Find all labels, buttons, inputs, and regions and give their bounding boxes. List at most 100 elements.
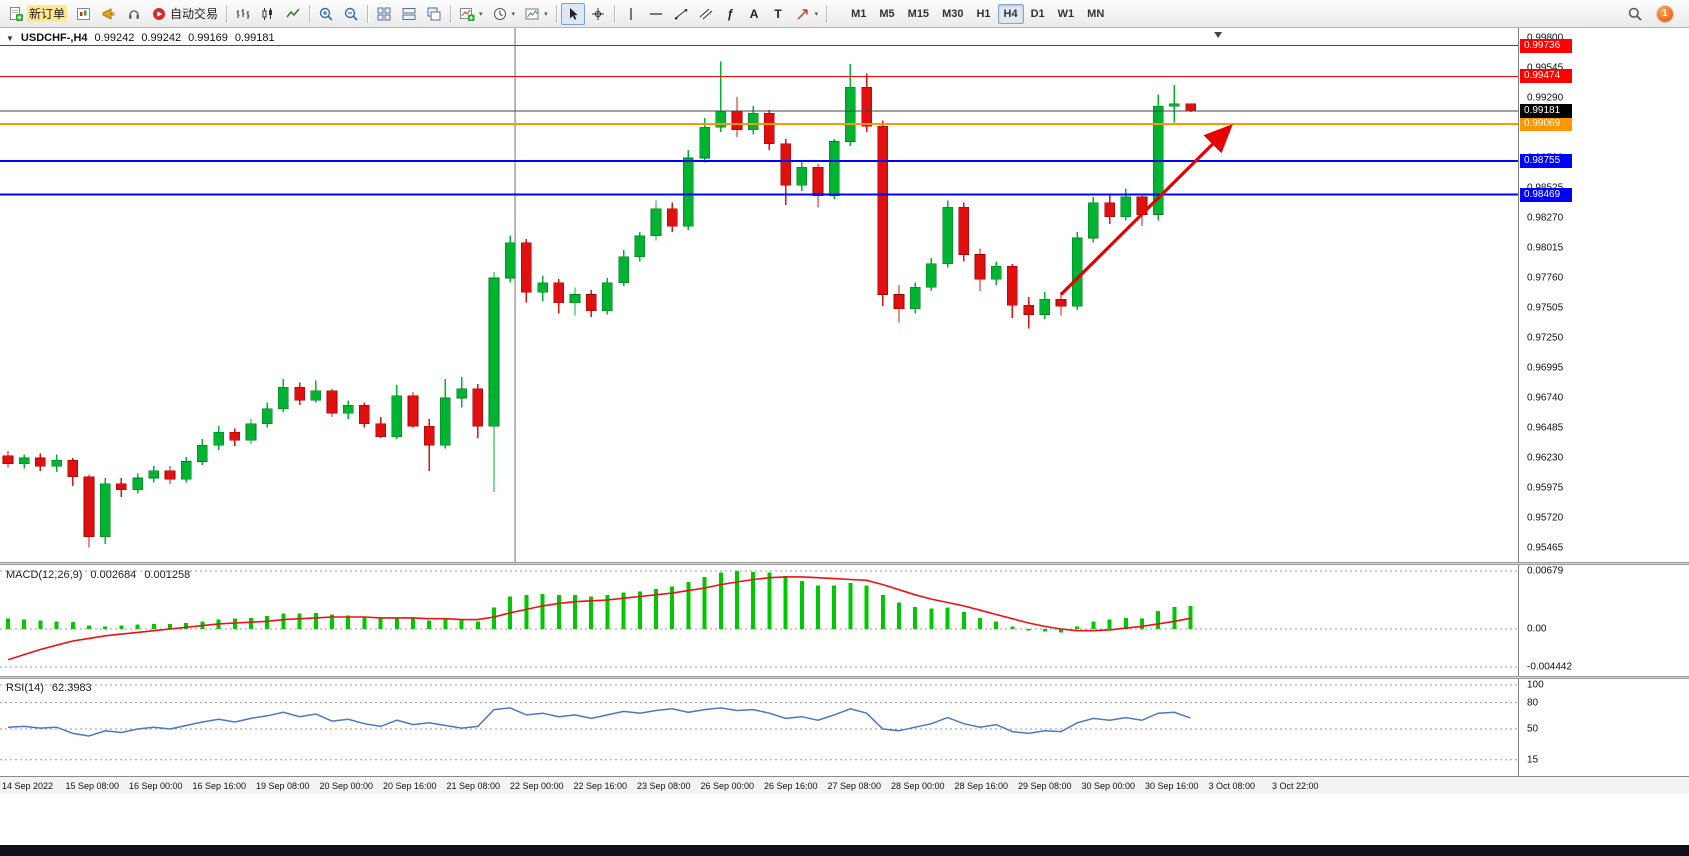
rsi-value: 62.3983	[51, 682, 92, 694]
horizontal-line-icon	[649, 12, 662, 15]
macd-axis-label: -0.004442	[1527, 661, 1573, 673]
cursor-tool-button[interactable]	[560, 2, 585, 25]
cascade-windows-button[interactable]	[422, 3, 446, 25]
panel-splitter[interactable]	[0, 676, 1689, 679]
zoom-out-button[interactable]	[339, 3, 363, 25]
time-axis-label: 27 Sep 08:00	[827, 781, 882, 791]
new-order-button[interactable]: 新订单	[4, 3, 71, 25]
symbol-period-label: USDCHF-,H4	[20, 32, 88, 44]
trend-arrow-object[interactable]	[1059, 124, 1233, 296]
horizontal-line-tool-button[interactable]	[644, 3, 668, 25]
periods-button[interactable]: ▾	[488, 3, 520, 25]
tile-windows-button[interactable]	[372, 3, 396, 25]
price-axis-label: 0.99545	[1527, 62, 1564, 74]
price-level-badge: 0.99736	[1520, 38, 1572, 53]
dropdown-caret-icon: ▾	[511, 10, 516, 18]
rsi-axis-label: 50	[1527, 723, 1539, 735]
macd-main-value: 0.002684	[90, 569, 137, 581]
alerts-button[interactable]	[97, 3, 121, 25]
clock-icon	[493, 7, 506, 20]
chart-window: ▼ USDCHF-,H4 0.99242 0.99242 0.99169 0.9…	[0, 28, 1689, 794]
vertical-line-tool-button[interactable]	[619, 3, 643, 25]
fibonacci-tool-button[interactable]: ƒ	[719, 3, 742, 25]
toolbar-separator	[309, 4, 311, 23]
timeframe-m30[interactable]: M30	[936, 4, 969, 24]
shapes-tool-button[interactable]: ▾	[791, 3, 823, 25]
text-tool-button[interactable]: A	[743, 3, 766, 25]
time-axis-label: 20 Sep 00:00	[319, 781, 374, 791]
line-chart-mode-button[interactable]	[281, 3, 305, 25]
ohlc-close: 0.99181	[234, 32, 275, 44]
timeframe-w1[interactable]: W1	[1052, 4, 1081, 24]
dropdown-caret-icon: ▾	[544, 10, 548, 18]
timeframe-m1[interactable]: M1	[845, 4, 872, 24]
price-axis[interactable]: 0.998000.995450.992900.990350.987800.985…	[1518, 28, 1689, 776]
current-price-badge: 0.99181	[1520, 103, 1572, 118]
timeframe-d1[interactable]: D1	[1025, 4, 1051, 24]
timeframe-m5[interactable]: M5	[873, 4, 900, 24]
label-tool-icon: T	[774, 6, 782, 21]
time-axis[interactable]: 14 Sep 2022 15 Sep 08:00 16 Sep 00:00 16 Se…	[0, 776, 1689, 794]
crosshair-tool-button[interactable]	[586, 3, 610, 25]
cascade-windows-icon	[427, 7, 441, 20]
macd-signal-value: 0.001258	[144, 569, 191, 581]
megaphone-icon	[102, 7, 115, 20]
toolbar-separator	[613, 4, 615, 23]
indicators-icon	[460, 7, 475, 21]
timeframe-m15[interactable]: M15	[902, 4, 935, 24]
price-axis-label: 0.95720	[1527, 512, 1564, 524]
price-axis-label: 0.98015	[1527, 242, 1564, 254]
macd-panel-canvas[interactable]	[0, 565, 1518, 676]
search-icon	[1628, 7, 1642, 21]
bar-chart-mode-button[interactable]	[231, 3, 255, 25]
timeframe-h1[interactable]: H1	[970, 4, 996, 24]
text-tool-icon: A	[749, 6, 759, 21]
timeframe-toolbar: M1 M5 M15 M30 H1 H4 D1 W1 MN	[845, 3, 1110, 24]
channel-tool-button[interactable]	[694, 3, 718, 25]
candlestick-mode-button[interactable]	[256, 3, 280, 25]
trendline-icon	[674, 8, 687, 19]
indicators-button[interactable]: ▾	[455, 3, 487, 25]
zoom-out-icon	[344, 7, 358, 21]
price-axis-label: 0.95975	[1527, 482, 1564, 494]
rsi-panel-canvas[interactable]	[0, 679, 1518, 776]
channel-icon	[699, 8, 712, 19]
dropdown-caret-icon: ▾	[479, 10, 483, 18]
time-axis-label: 29 Sep 08:00	[1018, 781, 1072, 791]
timeframe-mn[interactable]: MN	[1081, 4, 1110, 24]
bottom-bar	[0, 845, 1689, 856]
macd-header: MACD(12,26,9) 0.002684 0.001258	[6, 569, 190, 581]
arrow-shape-icon	[797, 8, 808, 19]
trendline-tool-button[interactable]	[669, 3, 693, 25]
price-level-badge: 0.98755	[1520, 153, 1572, 168]
label-tool-button[interactable]: T	[767, 3, 790, 25]
new-chart-button[interactable]	[72, 3, 96, 25]
macd-signal-line	[7, 576, 1191, 661]
support-button[interactable]	[122, 3, 146, 25]
price-axis-label: 0.96485	[1527, 422, 1564, 434]
chart-shift-marker-icon[interactable]	[1214, 32, 1223, 38]
price-axis-label: 0.95465	[1527, 542, 1564, 554]
toolbar-separator	[367, 4, 369, 23]
panel-splitter[interactable]	[0, 562, 1689, 565]
candlestick-series	[2, 61, 1196, 548]
time-axis-label: 14 Sep 2022	[2, 781, 54, 791]
zoom-in-button[interactable]	[314, 3, 338, 25]
arrange-horizontal-button[interactable]	[397, 3, 421, 25]
price-level-badge: 0.98469	[1520, 187, 1572, 202]
time-axis-label: 19 Sep 08:00	[256, 781, 310, 791]
timeframe-h4[interactable]: H4	[997, 3, 1024, 24]
price-chart-canvas[interactable]	[0, 28, 1518, 562]
rsi-axis-label: 80	[1527, 697, 1539, 709]
macd-name-label: MACD(12,26,9)	[6, 569, 83, 581]
macd-axis-label: 0.00679	[1527, 565, 1564, 577]
auto-trading-button[interactable]: 自动交易	[147, 3, 222, 25]
ohlc-open: 0.99242	[94, 32, 135, 44]
dropdown-caret-icon: ▾	[814, 10, 819, 18]
price-axis-label: 0.96995	[1527, 362, 1564, 374]
templates-button[interactable]: ▾	[520, 3, 552, 25]
search-button[interactable]	[1623, 3, 1647, 25]
collapse-icon[interactable]: ▼	[6, 33, 14, 43]
time-axis-label: 28 Sep 16:00	[954, 781, 1009, 791]
notification-badge[interactable]: 1	[1657, 5, 1673, 22]
